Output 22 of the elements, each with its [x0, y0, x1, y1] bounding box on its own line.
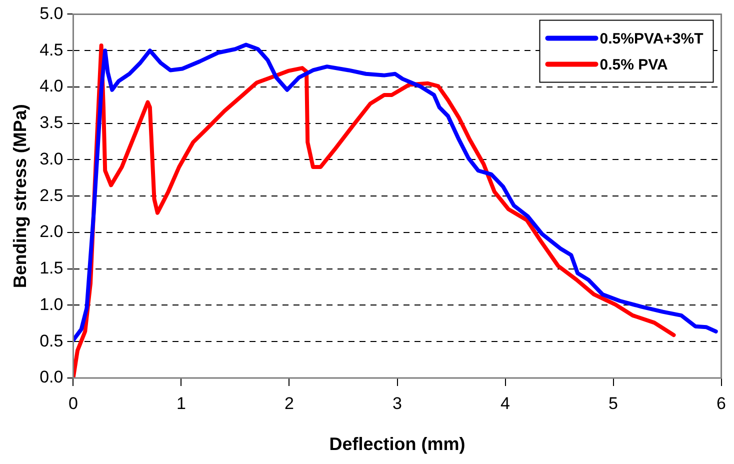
y-tick-label: 2.5: [40, 186, 64, 205]
legend-label: 0.5% PVA: [600, 56, 668, 74]
y-tick-label: 1.5: [40, 258, 64, 278]
x-tick-label: 6: [716, 394, 726, 413]
y-tick-label: 5.0: [40, 4, 64, 23]
x-tick-label: 1: [176, 394, 186, 413]
y-tick-label: 0.0: [40, 368, 64, 387]
x-tick-label: 3: [392, 394, 402, 413]
y-tick-label: 4.0: [40, 76, 64, 96]
y-tick-label: 0.5: [40, 331, 64, 350]
y-tick-label: 1.0: [40, 294, 64, 314]
y-tick-label: 3.5: [40, 113, 64, 132]
y-tick-label: 4.5: [40, 40, 64, 60]
legend-label: 0.5%PVA+3%T: [600, 30, 704, 48]
x-axis-title: Deflection (mm): [329, 434, 466, 454]
y-axis-title: Bending stress (MPa): [10, 104, 30, 288]
x-tick-label: 5: [608, 394, 618, 413]
x-tick-label: 2: [284, 394, 294, 413]
y-tick-label: 3.0: [40, 149, 64, 168]
x-tick-label: 4: [500, 394, 510, 413]
x-tick-label: 0: [68, 394, 78, 413]
y-tick-label: 2.0: [40, 222, 64, 242]
